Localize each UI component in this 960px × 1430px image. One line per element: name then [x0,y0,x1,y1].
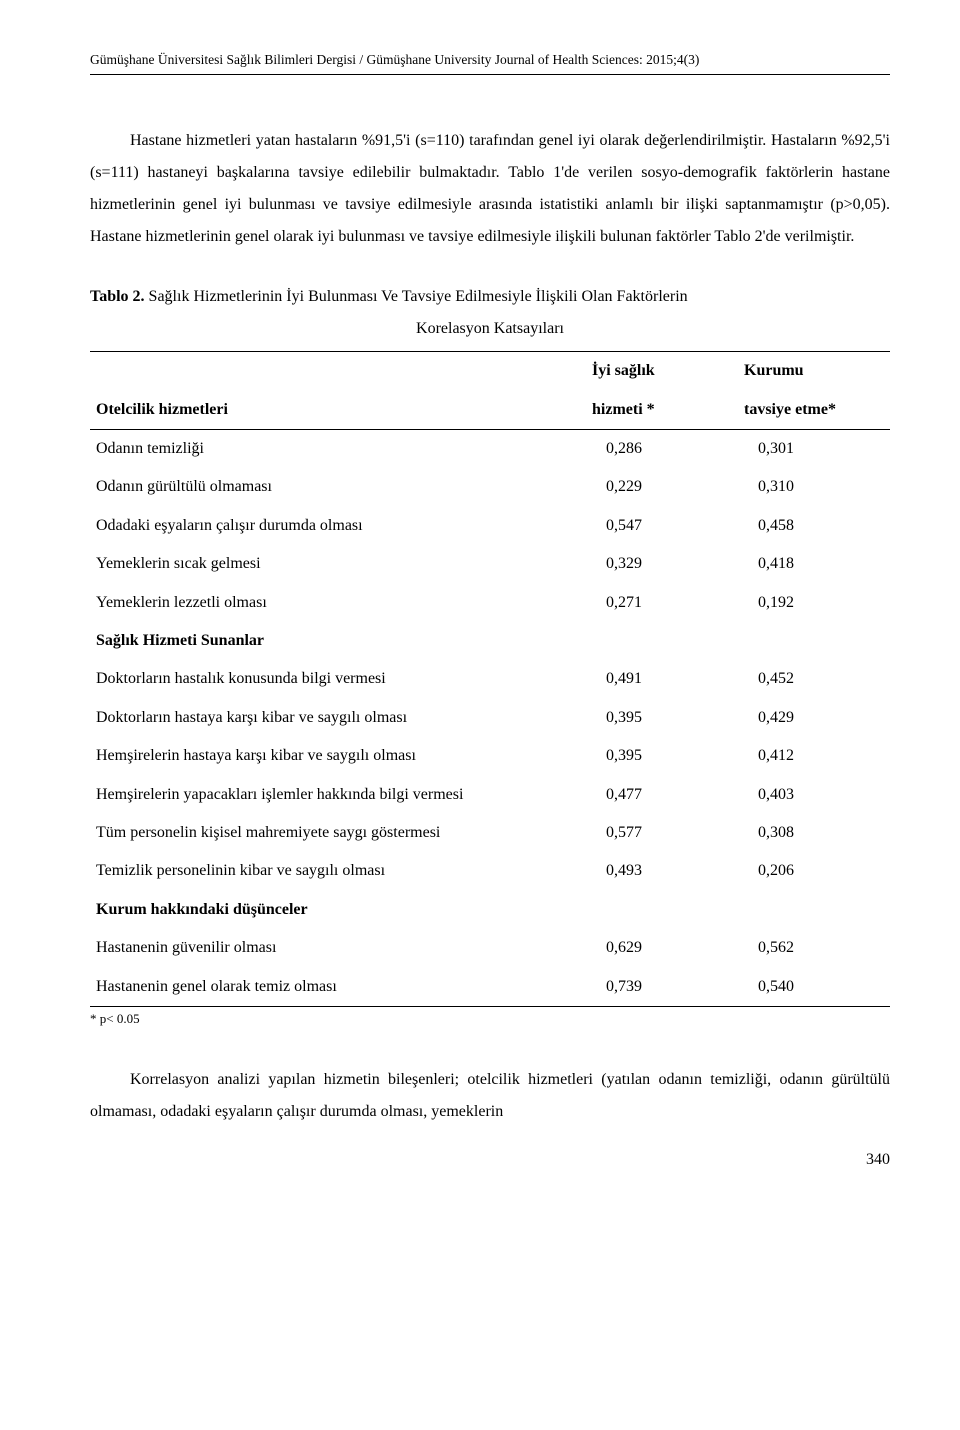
table2-section-2-label: Sağlık Hizmeti Sunanlar [90,622,890,660]
row-label: Hastanenin genel olarak temiz olması [90,968,586,1007]
body-paragraph-1: Hastane hizmetleri yatan hastaların %91,… [90,125,890,253]
body-paragraph-2: Korrelasyon analizi yapılan hizmetin bil… [90,1064,890,1128]
table2-section-2: Sağlık Hizmeti Sunanlar [90,622,890,660]
header-divider [90,74,890,75]
row-val1: 0,271 [586,584,738,622]
row-val1: 0,491 [586,660,738,698]
row-val1: 0,395 [586,737,738,775]
table2-header-row-2: Otelcilik hizmetleri hizmeti * tavsiye e… [90,391,890,430]
table2-section-3: Kurum hakkındaki düşünceler [90,891,890,929]
table2-section-3-label: Kurum hakkındaki düşünceler [90,891,890,929]
row-label: Hemşirelerin hastaya karşı kibar ve sayg… [90,737,586,775]
row-val2: 0,562 [738,929,890,967]
table-row: Tüm personelin kişisel mahremiyete saygı… [90,814,890,852]
row-label: Yemeklerin lezzetli olması [90,584,586,622]
table-row: Odadaki eşyaların çalışır durumda olması… [90,507,890,545]
row-label: Odadaki eşyaların çalışır durumda olması [90,507,586,545]
table2-header-row-1: İyi sağlık Kurumu [90,352,890,391]
row-val2: 0,418 [738,545,890,583]
row-val1: 0,577 [586,814,738,852]
table-row: Doktorların hastalık konusunda bilgi ver… [90,660,890,698]
table-row: Doktorların hastaya karşı kibar ve saygı… [90,699,890,737]
table-row: Temizlik personelinin kibar ve saygılı o… [90,852,890,890]
row-val2: 0,192 [738,584,890,622]
table2-caption: Tablo 2. Sağlık Hizmetlerinin İyi Bulunm… [90,281,890,313]
row-val1: 0,329 [586,545,738,583]
table2-header-empty [90,352,586,391]
row-label: Odanın gürültülü olmaması [90,468,586,506]
table-row: Odanın temizliği0,2860,301 [90,430,890,469]
row-val2: 0,452 [738,660,890,698]
table2-caption-text: Sağlık Hizmetlerinin İyi Bulunması Ve Ta… [145,288,688,305]
row-val2: 0,412 [738,737,890,775]
table2-footnote: * p< 0.05 [90,1009,890,1029]
row-val2: 0,310 [738,468,890,506]
table2: İyi sağlık Kurumu Otelcilik hizmetleri h… [90,351,890,1007]
row-val1: 0,395 [586,699,738,737]
table2-caption-label: Tablo 2. [90,288,145,305]
row-val1: 0,739 [586,968,738,1007]
table2-header-col2b: hizmeti * [586,391,738,430]
table2-section-1: Otelcilik hizmetleri [90,391,586,430]
row-label: Temizlik personelinin kibar ve saygılı o… [90,852,586,890]
table2-caption-sub: Korelasyon Katsayıları [90,313,890,345]
row-val2: 0,301 [738,430,890,469]
table-row: Odanın gürültülü olmaması0,2290,310 [90,468,890,506]
row-label: Tüm personelin kişisel mahremiyete saygı… [90,814,586,852]
row-val2: 0,308 [738,814,890,852]
row-label: Hastanenin güvenilir olması [90,929,586,967]
table2-header-col3a: Kurumu [738,352,890,391]
table-row: Hemşirelerin yapacakları işlemler hakkın… [90,776,890,814]
journal-header: Gümüşhane Üniversitesi Sağlık Bilimleri … [90,50,890,70]
table2-header-col3b: tavsiye etme* [738,391,890,430]
row-val1: 0,286 [586,430,738,469]
table-row: Yemeklerin lezzetli olması0,2710,192 [90,584,890,622]
row-val2: 0,206 [738,852,890,890]
row-val2: 0,540 [738,968,890,1007]
row-val1: 0,229 [586,468,738,506]
page-number: 340 [90,1148,890,1172]
table-row: Hemşirelerin hastaya karşı kibar ve sayg… [90,737,890,775]
table-row: Hastanenin güvenilir olması0,6290,562 [90,929,890,967]
row-val2: 0,429 [738,699,890,737]
row-val1: 0,629 [586,929,738,967]
table-row: Yemeklerin sıcak gelmesi0,3290,418 [90,545,890,583]
table-row: Hastanenin genel olarak temiz olması0,73… [90,968,890,1007]
row-label: Doktorların hastaya karşı kibar ve saygı… [90,699,586,737]
row-val1: 0,547 [586,507,738,545]
row-label: Odanın temizliği [90,430,586,469]
table2-header-col2a: İyi sağlık [586,352,738,391]
row-val2: 0,403 [738,776,890,814]
table2-section-1-label: Otelcilik hizmetleri [96,401,228,418]
row-label: Yemeklerin sıcak gelmesi [90,545,586,583]
row-val1: 0,477 [586,776,738,814]
row-label: Doktorların hastalık konusunda bilgi ver… [90,660,586,698]
row-val1: 0,493 [586,852,738,890]
row-label: Hemşirelerin yapacakları işlemler hakkın… [90,776,586,814]
row-val2: 0,458 [738,507,890,545]
